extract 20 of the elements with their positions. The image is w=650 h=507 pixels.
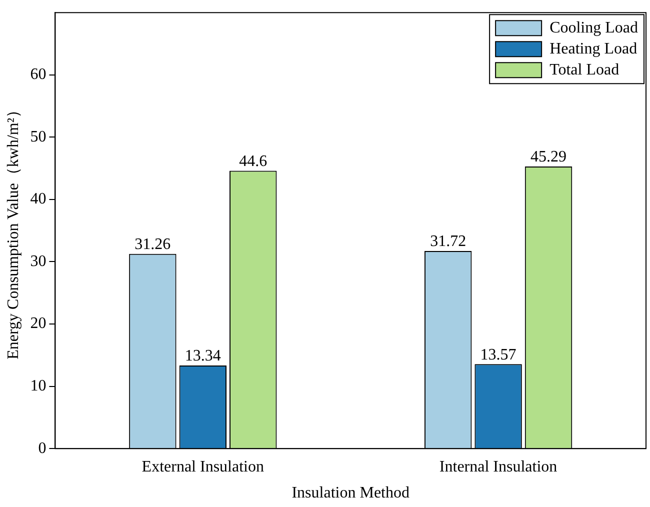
y-tick-label: 10 xyxy=(30,378,46,395)
y-tick-label: 60 xyxy=(30,66,46,84)
y-tick-label: 0 xyxy=(38,440,46,457)
legend-label: Heating Load xyxy=(550,40,638,58)
y-tick-label: 20 xyxy=(30,315,46,332)
data-label: 13.34 xyxy=(184,348,221,365)
y-tick-label: 40 xyxy=(30,190,46,208)
data-label: 44.6 xyxy=(239,153,268,170)
data-label: 31.26 xyxy=(134,236,171,254)
x-tick-label: External Insulation xyxy=(142,458,264,476)
y-tick-label: 30 xyxy=(30,252,46,270)
x-tick-label: Internal Insulation xyxy=(439,458,558,476)
data-label: 45.29 xyxy=(530,148,567,166)
y-axis-title: Energy Consumption Value（kwh/m²） xyxy=(4,102,22,360)
x-axis-title: Insulation Method xyxy=(292,484,410,502)
y-tick-label: 50 xyxy=(30,128,46,146)
data-label: 13.57 xyxy=(480,346,516,364)
data-label: 31.72 xyxy=(430,233,466,250)
legend-label: Cooling Load xyxy=(550,19,638,36)
legend-label: Total Load xyxy=(550,61,620,78)
